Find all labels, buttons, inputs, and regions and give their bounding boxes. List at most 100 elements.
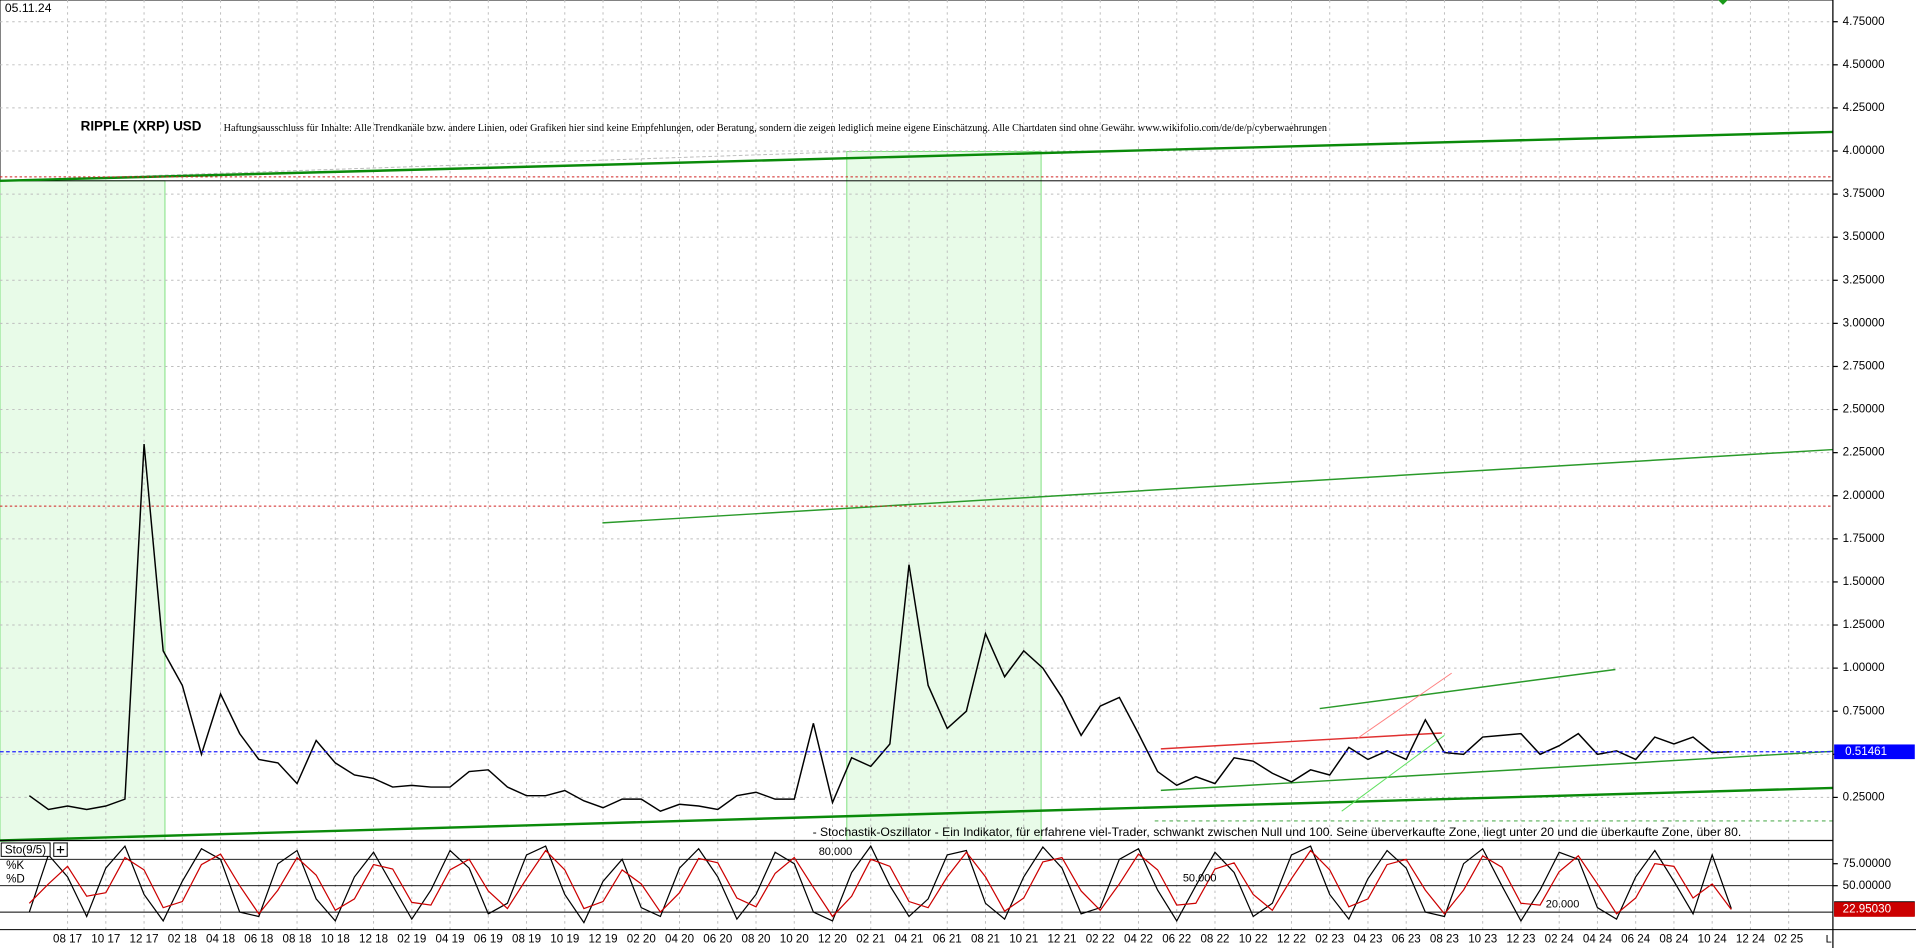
highlight-zone	[0, 180, 166, 841]
trendlines	[0, 130, 1833, 842]
x-tick-label: 04 22	[1124, 933, 1153, 946]
x-tick-label: 06 18	[244, 933, 273, 946]
y-tick-label: 2.00000	[1843, 489, 1885, 502]
disclaimer: Haftungsausschluss für Inhalte: Alle Tre…	[224, 122, 1328, 134]
x-tick-label: 08 21	[971, 933, 1000, 946]
y-tick-label: 3.00000	[1843, 316, 1885, 329]
legend-label: %K	[6, 859, 24, 872]
x-tick-label: 06 19	[474, 933, 503, 946]
x-tick-label: 08 18	[283, 933, 312, 946]
x-tick-label: 08 24	[1659, 933, 1689, 946]
trendline	[1160, 750, 1833, 792]
x-tick-label: 12 21	[1047, 933, 1076, 946]
y-tick-label: 4.75000	[1843, 15, 1885, 28]
corner-label: L	[1826, 933, 1832, 945]
indicator-title: Sto(9/5)	[5, 843, 46, 856]
x-tick-label: 04 24	[1583, 933, 1613, 946]
y-tick-label: 75.00000	[1843, 857, 1891, 870]
x-tick-label: 02 19	[397, 933, 426, 946]
level-label: 20.000	[1546, 899, 1580, 911]
last-value-box	[1834, 902, 1915, 917]
x-tick-label: 04 21	[894, 933, 923, 946]
x-tick-label: 06 20	[703, 933, 732, 946]
x-tick-label: 02 22	[1086, 933, 1115, 946]
trendline	[1319, 668, 1616, 710]
x-tick-label: 12 19	[589, 933, 618, 946]
y-tick-label: 2.50000	[1843, 403, 1885, 416]
last-value-label: 22.95030	[1843, 903, 1891, 916]
legend-label: %D	[6, 873, 25, 886]
y-tick-label: 2.25000	[1843, 446, 1885, 459]
x-tick-label: 12 18	[359, 933, 388, 946]
y-tick-label: 3.50000	[1843, 230, 1885, 243]
x-tick-label: 10 20	[780, 933, 809, 946]
x-tick-label: 04 18	[206, 933, 235, 946]
x-tick-label: 06 22	[1162, 933, 1191, 946]
x-tick-label: 10 22	[1239, 933, 1268, 946]
x-tick-label: 02 25	[1774, 933, 1803, 946]
x-tick-label: 04 23	[1353, 933, 1382, 946]
stochastic-line	[28, 849, 1732, 918]
x-tick-label: 06 21	[933, 933, 962, 946]
last-price-box	[1834, 744, 1915, 760]
last-price-label: 0.51461	[1845, 745, 1887, 758]
text-layer: 05.11.24 RIPPLE (XRP) USD Haftungsaussch…	[5, 1, 1915, 946]
trendline	[1341, 735, 1445, 812]
x-tick-label: 10 18	[321, 933, 350, 946]
y-tick-label: 4.00000	[1843, 144, 1885, 157]
indicator-annotation: - Stochastik-Oszillator - Ein Indikator,…	[813, 826, 1742, 839]
date-label: 05.11.24	[5, 1, 52, 15]
x-tick-label: 10 21	[1009, 933, 1038, 946]
y-tick-label: 1.00000	[1843, 661, 1885, 674]
level-label: 50.000	[1183, 872, 1217, 884]
x-tick-label: 12 23	[1506, 933, 1535, 946]
x-tick-label: 02 24	[1545, 933, 1575, 946]
marker	[1718, 0, 1728, 5]
x-tick-label: 02 23	[1315, 933, 1344, 946]
y-tick-label: 2.75000	[1843, 360, 1885, 373]
x-tick-label: 08 22	[1200, 933, 1229, 946]
y-tick-label: 4.50000	[1843, 58, 1885, 71]
y-tick-label: 1.50000	[1843, 575, 1885, 588]
x-tick-label: 08 20	[742, 933, 771, 946]
x-tick-label: 12 24	[1736, 933, 1766, 946]
trendline	[602, 448, 1833, 524]
y-tick-label: 1.25000	[1843, 618, 1885, 631]
x-tick-label: 10 24	[1698, 933, 1728, 946]
x-tick-label: 12 22	[1277, 933, 1306, 946]
y-tick-label: 3.75000	[1843, 187, 1885, 200]
x-tick-label: 08 17	[53, 933, 82, 946]
x-tick-label: 02 18	[168, 933, 197, 946]
x-tick-label: 08 19	[512, 933, 541, 946]
trendline	[1160, 732, 1442, 750]
x-tick-label: 06 23	[1392, 933, 1421, 946]
x-tick-label: 08 23	[1430, 933, 1459, 946]
trendline	[0, 130, 1833, 183]
x-tick-label: 06 24	[1621, 933, 1651, 946]
data-layer	[0, 176, 1833, 924]
x-tick-label: 02 20	[627, 933, 656, 946]
y-tick-label: 3.25000	[1843, 273, 1885, 286]
x-tick-label: 04 19	[436, 933, 465, 946]
price-line	[28, 443, 1732, 812]
y-tick-label: 0.75000	[1843, 704, 1885, 717]
y-tick-label: 1.75000	[1843, 532, 1885, 545]
y-tick-label: 4.25000	[1843, 101, 1885, 114]
chart-title: RIPPLE (XRP) USD	[81, 119, 202, 134]
x-tick-label: 12 17	[130, 933, 159, 946]
y-tick-label: 50.00000	[1843, 879, 1891, 892]
trendline	[1356, 672, 1452, 740]
x-tick-label: 04 20	[665, 933, 694, 946]
level-label: 80.000	[819, 846, 853, 858]
y-tick-label: 0.25000	[1843, 790, 1885, 803]
x-tick-label: 02 21	[856, 933, 885, 946]
x-tick-label: 10 23	[1468, 933, 1497, 946]
indicator-box	[0, 842, 51, 857]
plus-icon	[56, 845, 65, 854]
trendline	[0, 786, 1833, 842]
x-tick-label: 10 17	[91, 933, 120, 946]
x-tick-label: 12 20	[818, 933, 847, 946]
